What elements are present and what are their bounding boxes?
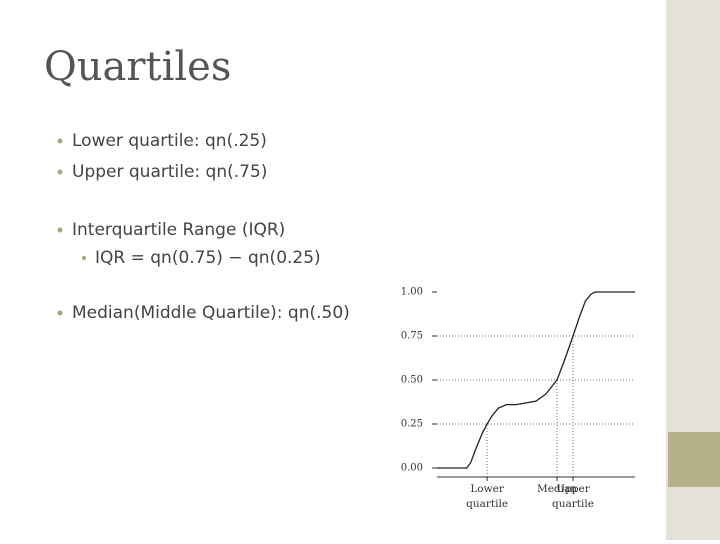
x-label: Lower quartile: [466, 483, 509, 510]
x-label-box: Lower quartile: [466, 483, 509, 510]
y-tick-label: 0.25: [401, 419, 423, 430]
bullet: Interquartile Range (IQR): [72, 220, 285, 240]
slide-title: Quartiles: [44, 44, 231, 90]
cdf-line: [437, 291, 635, 469]
x-label: Upper quartile: [552, 483, 594, 510]
x-label-box: Median: [536, 483, 578, 495]
y-tick-label: 0.75: [401, 331, 423, 342]
y-tick-label: 1.00: [401, 287, 423, 298]
bullet-dot: [57, 169, 63, 175]
bullet-dot: [82, 256, 86, 260]
bullet-dot: [57, 310, 63, 316]
chart: 0.00 0.25 0.50 0.75 1.00 Lower quartile Median…: [395, 280, 655, 518]
x-label: Median: [536, 483, 578, 495]
x-label-box: Upper quartile: [552, 483, 594, 510]
chart-background: [395, 280, 655, 518]
y-tick-label: 0.00: [401, 463, 423, 474]
accent-block: [668, 432, 720, 487]
bullet: Lower quartile: qn(.25): [72, 131, 267, 151]
bullet-dot: [57, 227, 63, 233]
bullet-dot: [57, 138, 63, 144]
sub-bullet: IQR = qn(0.75) − qn(0.25): [95, 248, 321, 268]
bullet: Upper quartile: qn(.75): [72, 162, 267, 182]
y-tick-label: 0.50: [401, 375, 423, 386]
bullet: Median(Middle Quartile): qn(.50): [72, 303, 350, 323]
